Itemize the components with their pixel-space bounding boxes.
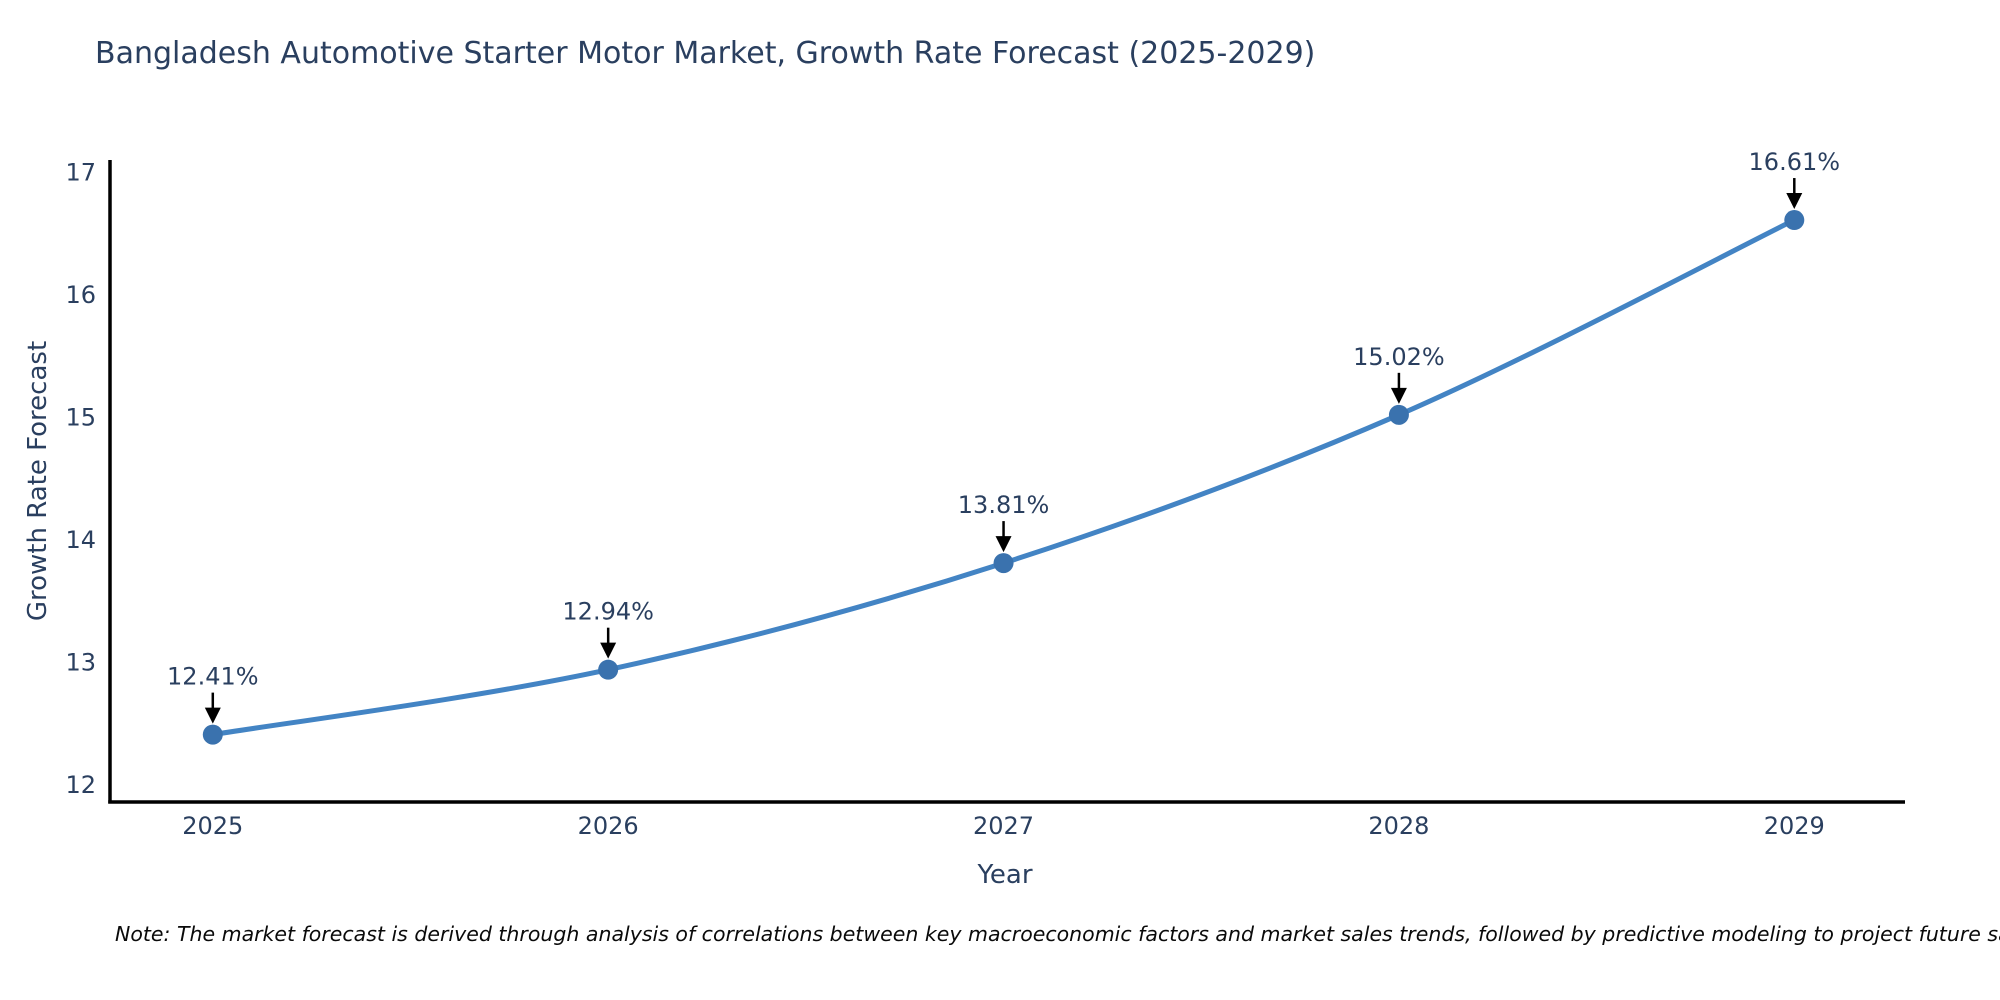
y-tick-label: 13 [65,648,96,676]
x-tick-label: 2025 [182,812,243,840]
data-point-marker [1388,404,1409,425]
y-tick-label: 17 [65,158,96,186]
annotation-arrow-head [995,536,1012,553]
annotation-arrow-head [204,707,221,724]
chart-title: Bangladesh Automotive Starter Motor Mark… [95,36,1316,71]
data-point-label: 12.41% [167,663,259,691]
y-tick-label: 12 [65,771,96,799]
x-axis-title: Year [977,860,1033,890]
footnote-text: Note: The market forecast is derived thr… [115,922,2000,946]
data-point-label: 12.94% [562,598,654,626]
x-tick-label: 2026 [578,812,639,840]
data-point-marker [598,659,619,680]
data-point-label: 16.61% [1749,148,1841,176]
annotation-arrow-head [1786,193,1803,210]
y-tick-label: 16 [65,281,96,309]
growth-rate-line [210,217,1797,738]
data-point-label: 15.02% [1353,343,1445,371]
x-tick-label: 2027 [973,812,1034,840]
x-tick-label: 2029 [1764,812,1825,840]
data-point-marker [1784,210,1805,231]
data-point-marker [202,724,223,745]
annotation-arrow-head [600,642,617,659]
data-point-marker [993,553,1014,574]
data-point-label: 13.81% [958,491,1050,519]
y-tick-label: 14 [65,526,96,554]
y-tick-label: 15 [65,403,96,431]
annotation-arrow-head [1390,387,1407,404]
x-tick-label: 2028 [1368,812,1429,840]
